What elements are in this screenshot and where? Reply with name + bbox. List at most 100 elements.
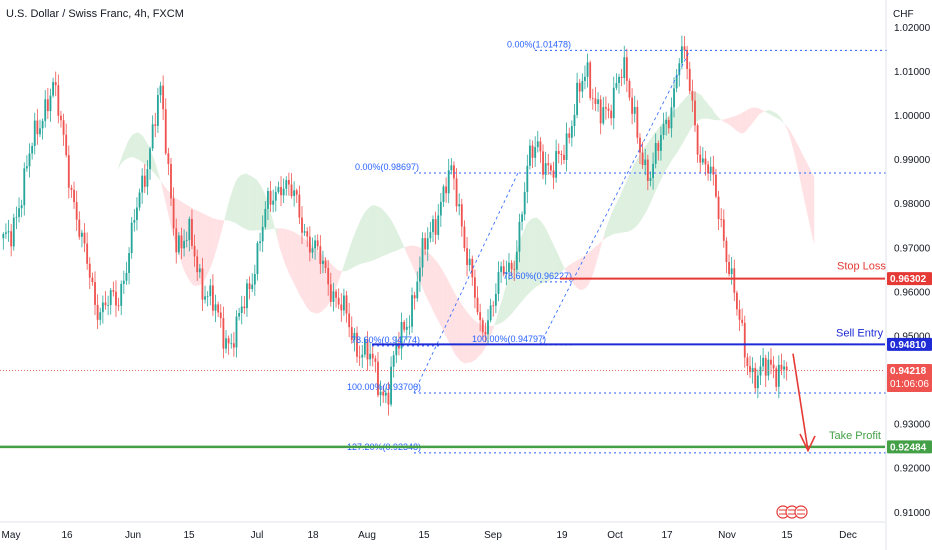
candle-body [657, 143, 660, 151]
candle [20, 199, 23, 218]
candle [350, 316, 353, 344]
candle-body [450, 165, 453, 171]
candle [578, 79, 581, 103]
cloud-segment [743, 110, 747, 134]
candle [515, 240, 518, 273]
candle [379, 380, 382, 407]
candle-body [735, 292, 738, 310]
cloud-segment [772, 111, 775, 117]
cloud-segment [528, 218, 532, 294]
cloud-segment [680, 100, 684, 147]
candle [280, 176, 282, 207]
candle [327, 260, 330, 296]
candle-body [382, 391, 385, 396]
candle [539, 137, 542, 163]
candle [775, 365, 778, 392]
candle-body [267, 190, 269, 209]
candle [49, 88, 52, 122]
cloud-segment [470, 316, 474, 363]
cloud-segment [457, 298, 461, 361]
candle [201, 257, 204, 312]
candle [348, 303, 351, 338]
candle-body [458, 204, 461, 207]
candle [209, 278, 212, 306]
candle [295, 188, 298, 203]
cloud-segment [630, 165, 634, 231]
candle [424, 232, 427, 256]
cloud-segment [167, 189, 170, 221]
candle [484, 322, 487, 343]
candle-body [515, 251, 518, 270]
candle-body [531, 145, 534, 158]
candle-body [10, 231, 13, 247]
candle [149, 146, 151, 180]
price-tick-label: 1.01000 [894, 67, 931, 78]
candle-body [290, 184, 293, 197]
candle-body [701, 158, 704, 163]
candle-body [694, 100, 696, 126]
candle [581, 73, 584, 98]
candle [217, 301, 220, 318]
candle-body [631, 97, 634, 114]
candle-body [261, 226, 264, 242]
candle [508, 253, 510, 281]
candle-body [476, 297, 479, 313]
cloud-segment [725, 118, 728, 124]
time-tick-label: Dec [839, 530, 857, 541]
candle [715, 168, 717, 199]
candle-body [662, 124, 665, 136]
candle [306, 227, 309, 247]
candle-body [722, 219, 725, 241]
candle [65, 123, 68, 158]
candle-body [196, 256, 199, 273]
cloud-segment [284, 228, 288, 271]
candle [636, 100, 639, 144]
candle-body [623, 57, 626, 79]
candle [607, 103, 610, 119]
candle [589, 60, 592, 101]
candle-body [772, 364, 775, 369]
candle [88, 257, 91, 290]
candle [403, 319, 406, 333]
candle-body [65, 134, 68, 156]
symbol-title: U.S. Dollar / Swiss Franc, 4h, FXCM [6, 8, 184, 20]
candle [133, 209, 136, 232]
cloud-segment [198, 211, 202, 286]
cloud-segment [253, 177, 257, 231]
candle-body [639, 137, 641, 153]
candle [39, 119, 41, 137]
cloud-segment [588, 250, 592, 285]
cloud-segment [722, 119, 726, 123]
fib-level-label: 0.00%(1.01478) [507, 39, 571, 49]
candle-body [633, 106, 636, 114]
candle-body [413, 295, 416, 299]
cloud-segment [133, 133, 136, 159]
candle-body [167, 153, 170, 165]
cloud-segment [444, 274, 448, 340]
candle [691, 79, 694, 112]
candle [7, 219, 10, 242]
candle-body [568, 133, 571, 138]
candle-body [455, 178, 458, 207]
cloud-segment [756, 107, 760, 118]
candle-body [101, 302, 104, 313]
cloud-segment [536, 217, 540, 287]
candle [450, 158, 453, 175]
candle-body [154, 124, 157, 126]
candle [434, 211, 437, 245]
cloud-segment [216, 219, 220, 249]
candle-body [733, 268, 736, 293]
candle-body [762, 357, 765, 367]
candle-body [177, 235, 180, 253]
cloud-segment [586, 252, 589, 288]
candle-body [544, 163, 547, 175]
trade-arrow-head [799, 433, 816, 453]
candle [15, 206, 18, 230]
candle-body [15, 216, 18, 218]
candle-body [52, 82, 55, 96]
candle [340, 293, 343, 322]
candle [54, 71, 57, 97]
time-tick-label: 19 [556, 530, 568, 541]
